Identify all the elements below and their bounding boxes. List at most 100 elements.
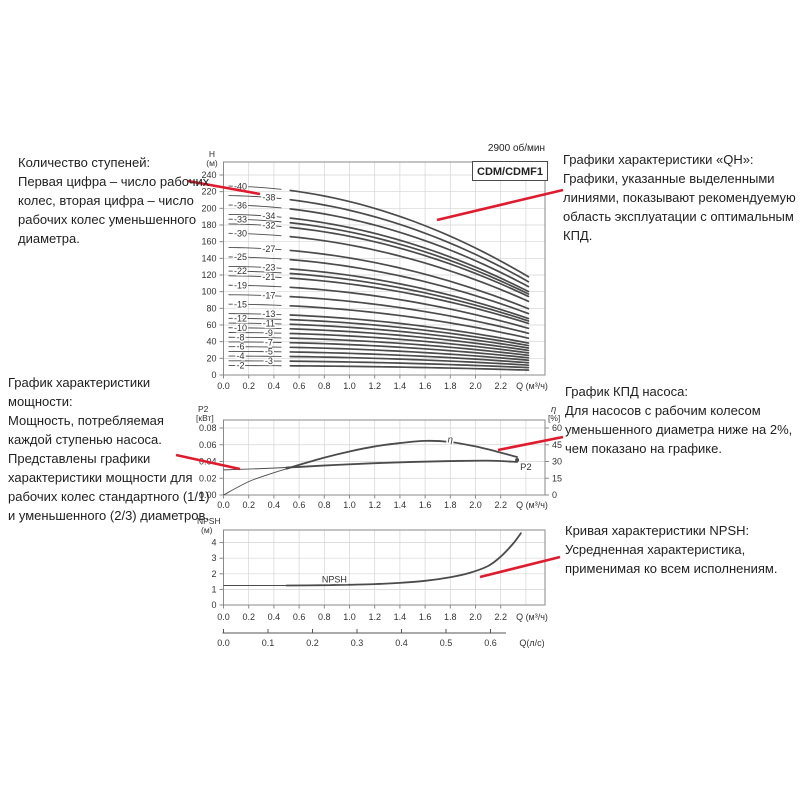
svg-text:2: 2 — [211, 569, 216, 579]
svg-text:0: 0 — [211, 370, 216, 380]
svg-text:0.4: 0.4 — [395, 638, 408, 648]
svg-text:-3: -3 — [265, 356, 273, 366]
annotation-title: Количество ступеней: — [18, 155, 151, 170]
svg-text:15: 15 — [552, 473, 562, 483]
svg-text:1.2: 1.2 — [368, 381, 381, 391]
annotation-body: Для насосов с рабочим колесом уменьшенно… — [565, 403, 793, 456]
annotation-npsh: Кривая характеристики NPSH: Усредненная … — [565, 521, 800, 578]
svg-text:1.8: 1.8 — [444, 500, 457, 510]
svg-text:NPSH: NPSH — [197, 516, 221, 526]
svg-text:2.2: 2.2 — [494, 612, 507, 622]
svg-text:0.2: 0.2 — [242, 500, 255, 510]
svg-text:0.8: 0.8 — [318, 500, 331, 510]
svg-text:H: H — [209, 149, 215, 159]
svg-text:-22: -22 — [234, 266, 247, 276]
svg-text:-32: -32 — [262, 221, 275, 231]
svg-text:1.0: 1.0 — [343, 612, 356, 622]
svg-text:-15: -15 — [234, 299, 247, 309]
svg-text:-9: -9 — [265, 328, 273, 338]
svg-text:0.0: 0.0 — [217, 500, 230, 510]
svg-text:0: 0 — [211, 600, 216, 610]
svg-text:(м): (м) — [201, 525, 213, 535]
svg-text:2.2: 2.2 — [494, 500, 507, 510]
svg-text:1.0: 1.0 — [343, 500, 356, 510]
svg-text:0.6: 0.6 — [293, 381, 306, 391]
svg-text:1.6: 1.6 — [419, 381, 432, 391]
svg-text:100: 100 — [201, 287, 216, 297]
svg-text:[кВт]: [кВт] — [196, 413, 214, 423]
svg-text:0.4: 0.4 — [268, 500, 281, 510]
svg-text:η: η — [551, 404, 556, 415]
svg-text:Q(л/с): Q(л/с) — [519, 638, 544, 648]
svg-text:-25: -25 — [234, 252, 247, 262]
svg-text:Q (м³/ч): Q (м³/ч) — [516, 500, 548, 510]
svg-text:60: 60 — [206, 320, 216, 330]
svg-text:200: 200 — [201, 203, 216, 213]
svg-text:0.8: 0.8 — [318, 381, 331, 391]
svg-text:-5: -5 — [265, 347, 273, 357]
svg-text:-13: -13 — [262, 309, 275, 319]
svg-text:20: 20 — [206, 353, 216, 363]
annotation-title: График КПД насоса: — [565, 384, 688, 399]
svg-text:80: 80 — [206, 303, 216, 313]
svg-text:30: 30 — [552, 457, 562, 467]
svg-text:(м): (м) — [206, 158, 218, 168]
annotation-title: Кривая характеристики NPSH: — [565, 523, 750, 538]
svg-text:η: η — [448, 435, 453, 446]
svg-text:1.8: 1.8 — [444, 381, 457, 391]
svg-text:0.2: 0.2 — [242, 381, 255, 391]
speed-label: 2900 об/мин — [487, 143, 545, 154]
svg-text:0.6: 0.6 — [484, 638, 497, 648]
svg-text:0.2: 0.2 — [306, 638, 319, 648]
svg-text:0.00: 0.00 — [199, 490, 217, 500]
svg-text:-38: -38 — [262, 192, 275, 202]
svg-text:1.4: 1.4 — [394, 500, 407, 510]
svg-text:-21: -21 — [262, 272, 275, 282]
svg-text:-19: -19 — [234, 280, 247, 290]
svg-text:-30: -30 — [234, 229, 247, 239]
svg-text:180: 180 — [201, 220, 216, 230]
svg-text:2.0: 2.0 — [469, 612, 482, 622]
svg-text:-10: -10 — [234, 323, 247, 333]
svg-text:[%]: [%] — [548, 413, 560, 423]
svg-text:1.4: 1.4 — [394, 612, 407, 622]
annotation-body: Усредненная характеристика, применимая к… — [565, 542, 778, 576]
svg-text:2.0: 2.0 — [469, 381, 482, 391]
svg-text:-2: -2 — [237, 361, 245, 371]
svg-text:-6: -6 — [237, 342, 245, 352]
svg-text:1.8: 1.8 — [444, 612, 457, 622]
svg-text:4: 4 — [211, 538, 216, 548]
svg-text:3: 3 — [211, 553, 216, 563]
svg-text:0.2: 0.2 — [242, 612, 255, 622]
annotation-title: Графики характеристики «QH»: — [563, 152, 754, 167]
svg-text:60: 60 — [552, 423, 562, 433]
annotation-efficiency: График КПД насоса: Для насосов с рабочим… — [565, 382, 800, 458]
svg-text:140: 140 — [201, 253, 216, 263]
svg-text:1: 1 — [211, 584, 216, 594]
svg-text:1.6: 1.6 — [419, 612, 432, 622]
svg-text:0.1: 0.1 — [262, 638, 275, 648]
svg-text:0.6: 0.6 — [293, 500, 306, 510]
svg-text:-12: -12 — [234, 313, 247, 323]
svg-text:0.06: 0.06 — [199, 440, 217, 450]
annotation-title: График характеристики мощности: — [8, 375, 151, 409]
svg-text:0.4: 0.4 — [268, 612, 281, 622]
svg-text:220: 220 — [201, 187, 216, 197]
svg-text:240: 240 — [201, 170, 216, 180]
svg-text:0.4: 0.4 — [268, 381, 281, 391]
svg-text:-4: -4 — [237, 351, 245, 361]
svg-text:0.0: 0.0 — [217, 381, 230, 391]
svg-text:-33: -33 — [234, 214, 247, 224]
svg-text:0.0: 0.0 — [217, 612, 230, 622]
annotation-power-curve: График характеристики мощности: Мощность… — [8, 373, 210, 525]
svg-text:0: 0 — [552, 490, 557, 500]
svg-text:0.02: 0.02 — [199, 473, 217, 483]
annotation-body: Первая цифра – число рабочих колес, втор… — [18, 174, 210, 246]
svg-text:1.0: 1.0 — [343, 381, 356, 391]
svg-text:1.6: 1.6 — [419, 500, 432, 510]
model-plate: CDM/CDMF1 — [472, 161, 548, 181]
svg-text:Q (м³/ч): Q (м³/ч) — [516, 612, 548, 622]
svg-text:-27: -27 — [262, 244, 275, 254]
